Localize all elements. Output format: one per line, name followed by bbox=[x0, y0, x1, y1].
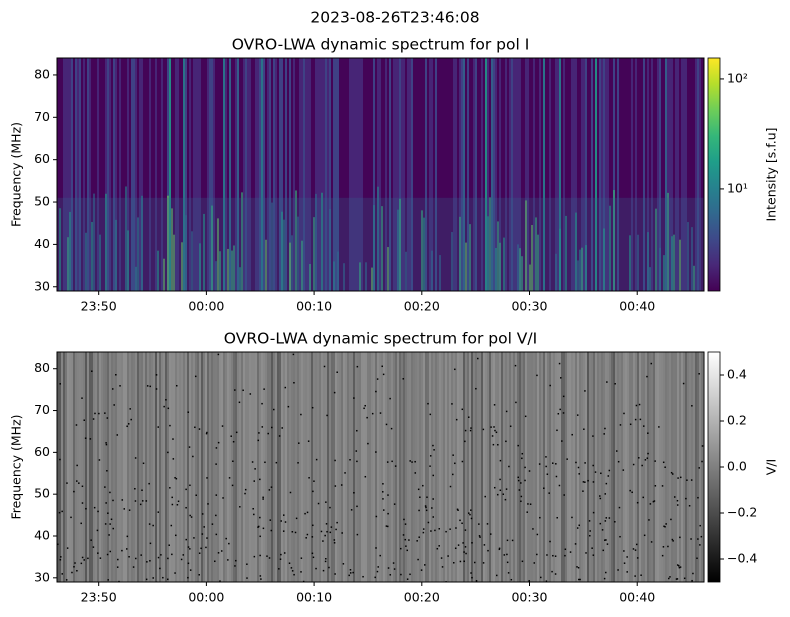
y-tick-label: 40 bbox=[34, 528, 50, 543]
axes-title: OVRO-LWA dynamic spectrum for pol I bbox=[232, 36, 530, 54]
colorbar-label: V/I bbox=[764, 459, 779, 475]
y-tick-label: 80 bbox=[34, 360, 50, 375]
colorbar-tick-label: 0.4 bbox=[727, 367, 747, 382]
x-tick-label: 00:00 bbox=[188, 590, 224, 605]
x-tick-label: 23:50 bbox=[81, 590, 117, 605]
y-tick-label: 70 bbox=[34, 402, 50, 417]
colorbar-tick-label: 0.2 bbox=[727, 413, 747, 428]
y-tick-label: 30 bbox=[34, 569, 50, 584]
y-axis-label: Frequency (MHz) bbox=[9, 414, 24, 519]
x-tick-label: 00:30 bbox=[511, 590, 547, 605]
x-tick-label: 00:40 bbox=[619, 590, 655, 605]
colorbar-tick-label: 10² bbox=[727, 70, 748, 85]
y-tick-label: 50 bbox=[34, 486, 50, 501]
x-tick-label: 00:20 bbox=[404, 299, 440, 314]
colorbar-tick-label: −0.4 bbox=[727, 551, 757, 566]
spectrum-image bbox=[57, 352, 704, 582]
x-tick-label: 00:30 bbox=[511, 299, 547, 314]
spectrum-image bbox=[57, 58, 704, 291]
y-tick-label: 60 bbox=[34, 444, 50, 459]
y-tick-label: 40 bbox=[34, 236, 50, 251]
axes-frame bbox=[56, 57, 705, 292]
axes-frame bbox=[56, 351, 705, 583]
y-tick-label: 70 bbox=[34, 109, 50, 124]
y-tick-label: 50 bbox=[34, 194, 50, 209]
colorbar-tick-label: −0.2 bbox=[727, 505, 757, 520]
colorbar bbox=[707, 351, 721, 583]
colorbar bbox=[707, 57, 721, 292]
y-axis-label: Frequency (MHz) bbox=[9, 122, 24, 227]
x-tick-label: 00:00 bbox=[188, 299, 224, 314]
axes-title: OVRO-LWA dynamic spectrum for pol V/I bbox=[224, 330, 537, 348]
y-tick-label: 80 bbox=[34, 66, 50, 81]
x-tick-label: 00:10 bbox=[296, 590, 332, 605]
colorbar-tick-label: 10¹ bbox=[727, 180, 748, 195]
y-tick-label: 60 bbox=[34, 151, 50, 166]
x-tick-label: 00:10 bbox=[296, 299, 332, 314]
colorbar-tick-label: 0.0 bbox=[727, 459, 747, 474]
colorbar-label: Intensity [s.f.u] bbox=[764, 127, 779, 221]
x-tick-label: 00:40 bbox=[619, 299, 655, 314]
x-tick-label: 00:20 bbox=[404, 590, 440, 605]
suptitle: 2023-08-26T23:46:08 bbox=[310, 9, 479, 27]
x-tick-label: 23:50 bbox=[81, 299, 117, 314]
y-tick-label: 30 bbox=[34, 278, 50, 293]
